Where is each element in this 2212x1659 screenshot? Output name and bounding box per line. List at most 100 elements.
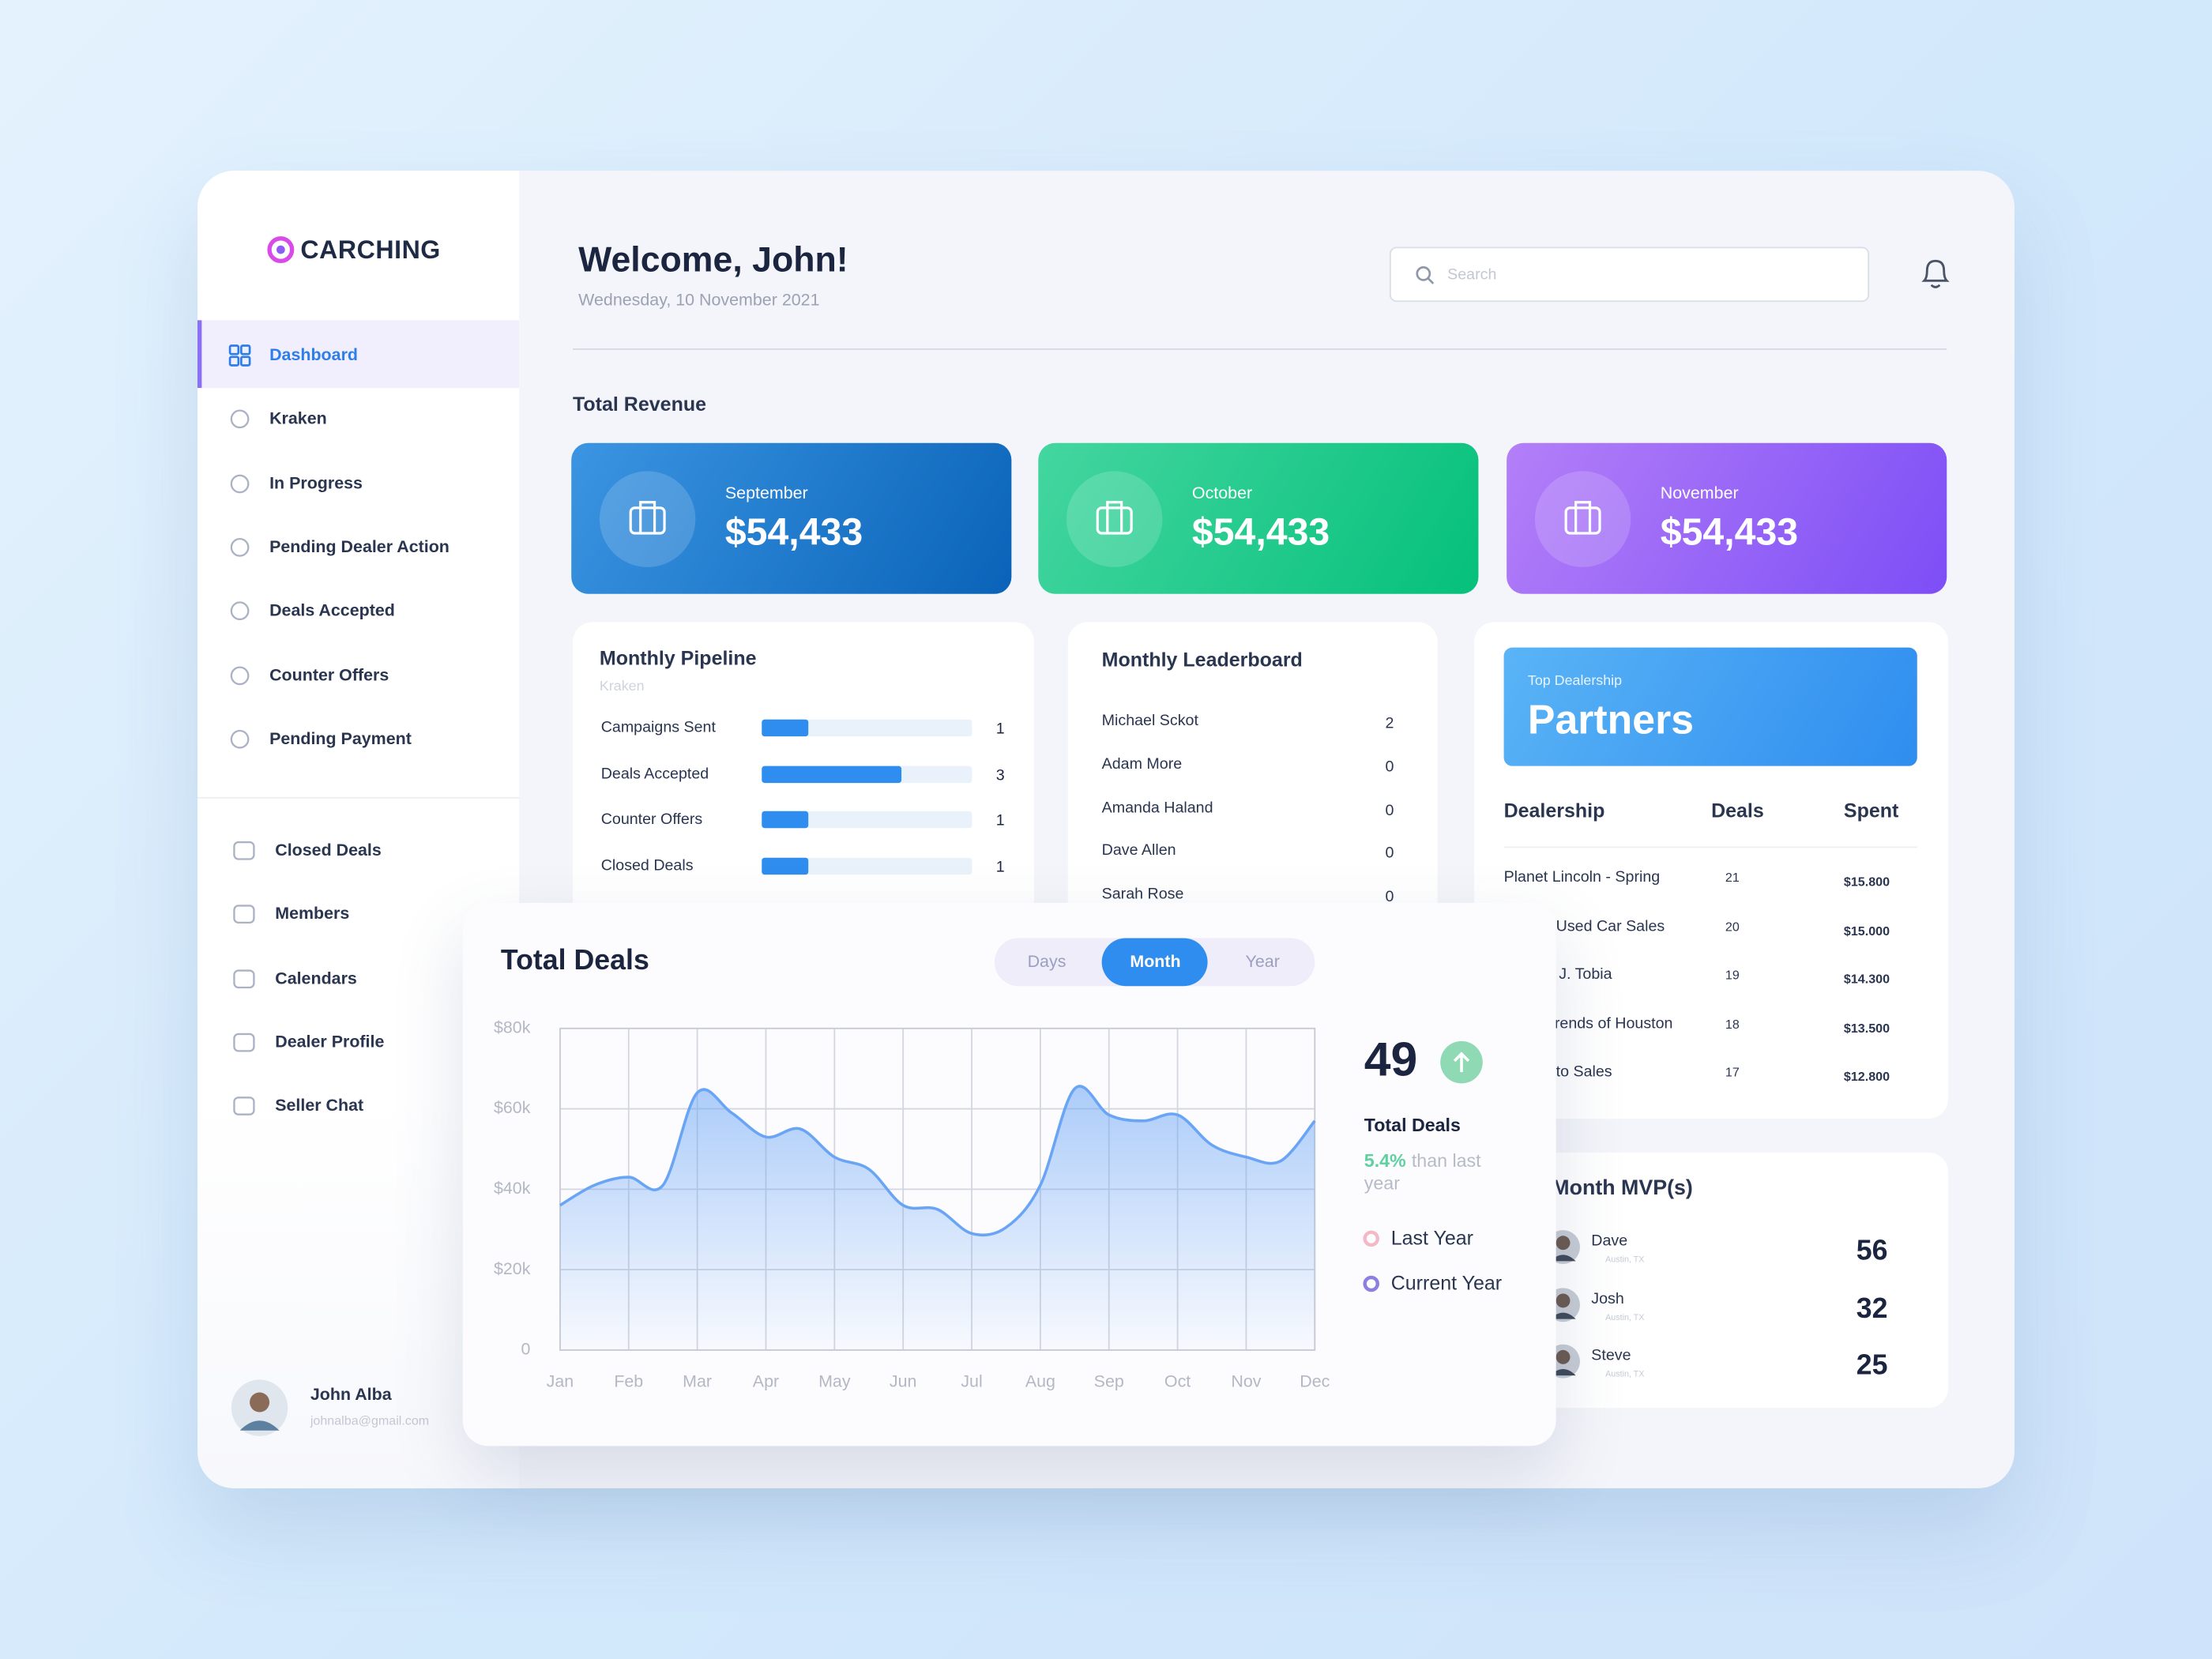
pipeline-bar	[762, 857, 809, 875]
nav-icon-part	[233, 841, 255, 860]
leader-name: Amanda Haland	[1101, 799, 1213, 817]
tab[interactable]: Days	[1027, 951, 1066, 972]
revenue-icon-part	[1534, 471, 1631, 567]
nav-icon-part	[230, 473, 250, 493]
pipeline-label: Deals Accepted	[600, 766, 709, 783]
mvp-value: 32	[1856, 1292, 1888, 1324]
nav-item[interactable]: Dealer Profile	[275, 1031, 385, 1051]
nav-item[interactable]: Dashboard	[269, 344, 359, 365]
legend-dot	[1363, 1230, 1379, 1247]
chart: Jan Feb Mar Apr May Jun Jul Aug Sep Oct Nov Dec 0 $20…	[494, 1018, 1330, 1390]
pipeline-label: Campaigns Sent	[600, 719, 716, 737]
dealership-deals: 17	[1725, 1065, 1740, 1080]
revenue-icon-part	[639, 501, 656, 533]
table-header: Dealership	[1503, 799, 1605, 822]
nav-item[interactable]: Pending Payment	[269, 728, 412, 748]
nav-item[interactable]: Calendars	[275, 967, 357, 988]
pipeline-value: 1	[995, 720, 1005, 738]
search-box[interactable]	[1389, 246, 1870, 303]
x-tick-label: Jan	[547, 1372, 574, 1391]
search-placeholder: Search	[1447, 266, 1497, 284]
revenue-icon	[1534, 471, 1631, 567]
tab[interactable]: Year	[1245, 951, 1280, 972]
dealership-name: Used Car Sales	[1556, 917, 1665, 935]
revenue-amount: $54,433	[1660, 510, 1799, 554]
banner-eyebrow: Top Dealership	[1527, 673, 1623, 690]
dealership-name: to Sales	[1556, 1063, 1612, 1081]
revenue-amount: $54,433	[724, 510, 863, 554]
nav-item[interactable]: Deals Accepted	[269, 600, 395, 620]
mvp-avatar-part	[1550, 1311, 1576, 1319]
revenue-card	[571, 442, 1012, 594]
nav-icon	[233, 969, 255, 988]
panel-title: Total Deals	[500, 945, 649, 976]
revenue-icon-part	[1106, 501, 1123, 533]
mvp-name: Dave	[1591, 1232, 1628, 1251]
y-tick-label: $20k	[494, 1259, 531, 1278]
dealership-deals: 19	[1725, 968, 1740, 982]
mvp-avatar-part	[1556, 1236, 1571, 1251]
nav-icon-part	[230, 601, 250, 621]
x-tick-label: Feb	[614, 1372, 643, 1391]
mvp-avatar-part	[1550, 1255, 1576, 1262]
pipeline-value: 1	[995, 859, 1005, 877]
nav-icon-part	[230, 665, 250, 685]
nav-icon-part	[233, 1033, 255, 1052]
nav-item[interactable]: Members	[275, 904, 350, 924]
card-subtitle: Kraken	[599, 679, 645, 695]
table-divider	[1503, 846, 1917, 848]
nav-icon	[230, 665, 250, 685]
bar-track	[762, 811, 972, 829]
y-tick-label: $80k	[494, 1018, 531, 1036]
nav-icon-part	[228, 344, 240, 356]
card-title: Monthly Pipeline	[599, 646, 757, 669]
y-tick-label: 0	[521, 1340, 531, 1359]
revenue-icon-part	[599, 471, 696, 567]
tab-active	[1101, 938, 1208, 987]
leader-value: 0	[1385, 802, 1394, 819]
search-icon	[1416, 266, 1435, 284]
x-tick-label: Nov	[1231, 1372, 1261, 1391]
dealership-name: J. Tobia	[1559, 966, 1612, 984]
page-date: Wednesday, 10 November 2021	[578, 289, 820, 310]
trend-icon-part	[1453, 1051, 1470, 1073]
nav-item[interactable]: Counter Offers	[269, 664, 389, 684]
nav-icon-part	[230, 537, 250, 557]
dealership-spent: $15.800	[1843, 875, 1890, 890]
tab[interactable]: Month	[1130, 951, 1181, 972]
nav-divider	[197, 796, 520, 799]
revenue-icon-part	[1066, 471, 1163, 567]
mvp-location: Austin, TX	[1605, 1256, 1645, 1266]
nav-item[interactable]: Kraken	[269, 408, 327, 429]
revenue-icon	[1066, 471, 1163, 567]
nav-icon	[230, 601, 250, 621]
bar-track	[762, 857, 972, 875]
nav-icon-part	[240, 356, 251, 367]
nav-item[interactable]: In Progress	[269, 472, 363, 493]
partners-banner	[1503, 647, 1917, 766]
nav-icon	[233, 1097, 255, 1116]
legend-label: Current Year	[1390, 1271, 1503, 1295]
revenue-card	[1038, 442, 1479, 594]
bar-track	[762, 719, 972, 737]
dealership-deals: 20	[1725, 919, 1740, 934]
nav-icon	[233, 905, 255, 924]
nav-icon-part	[228, 356, 240, 367]
leader-value: 2	[1385, 715, 1394, 732]
user-avatar	[231, 1379, 288, 1436]
nav-icon	[230, 729, 250, 749]
nav-icon	[233, 841, 255, 860]
nav-item[interactable]: Closed Deals	[275, 840, 382, 860]
nav-icon	[228, 344, 251, 367]
card-title: Monthly Leaderboard	[1101, 648, 1303, 671]
legend-dot	[1363, 1275, 1379, 1292]
nav-item[interactable]: Seller Chat	[275, 1095, 364, 1115]
nav-icon-part	[233, 969, 255, 988]
nav-item[interactable]: Pending Dealer Action	[269, 536, 450, 557]
section-title: Total Revenue	[572, 392, 707, 416]
x-tick-label: Mar	[683, 1372, 712, 1391]
nav-active-bg	[197, 320, 520, 389]
revenue-icon-part	[1096, 506, 1133, 535]
